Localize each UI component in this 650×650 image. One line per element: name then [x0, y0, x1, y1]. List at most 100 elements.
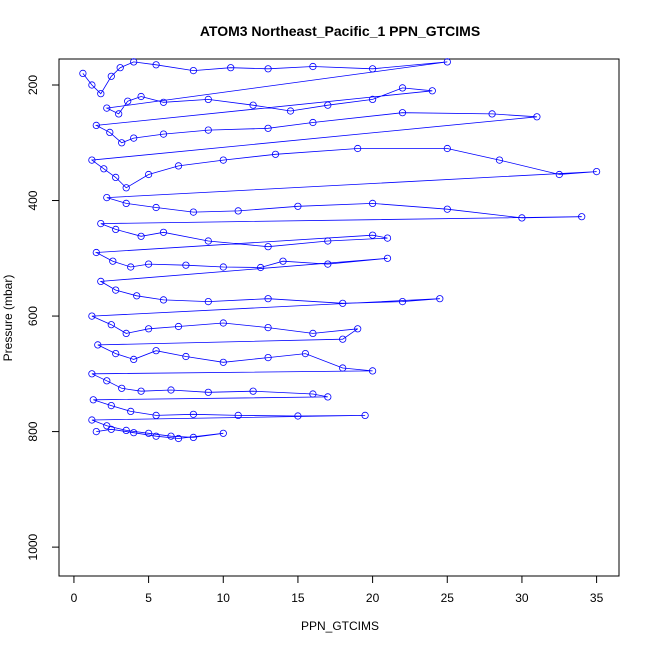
- data-point: [279, 257, 287, 265]
- data-point: [533, 113, 541, 121]
- data-point: [264, 65, 272, 73]
- data-point: [79, 69, 87, 78]
- data-point: [88, 312, 96, 320]
- data-point: [324, 237, 332, 245]
- data-point: [112, 286, 120, 294]
- data-point: [204, 237, 212, 245]
- data-point: [518, 214, 526, 222]
- y-tick-label: 600: [26, 306, 40, 326]
- data-point: [398, 109, 407, 117]
- data-point: [443, 58, 451, 66]
- data-point: [89, 396, 97, 404]
- data-point: [264, 243, 272, 251]
- data-point: [182, 261, 190, 269]
- data-point: [103, 422, 111, 430]
- data-point: [219, 429, 227, 437]
- data-point: [294, 202, 302, 210]
- data-point: [578, 213, 586, 221]
- data-marks: [79, 58, 601, 443]
- data-point: [115, 110, 123, 118]
- data-point: [249, 101, 257, 109]
- data-point: [271, 150, 280, 158]
- data-point: [189, 208, 197, 216]
- data-point: [97, 90, 105, 98]
- data-point: [354, 144, 362, 153]
- data-point: [204, 95, 212, 104]
- data-point: [137, 92, 145, 101]
- data-point: [103, 104, 111, 112]
- y-tick-label: 800: [26, 421, 40, 441]
- x-tick-label: 0: [71, 591, 78, 605]
- data-point: [174, 162, 183, 170]
- data-point: [309, 329, 317, 337]
- data-point: [174, 322, 183, 331]
- data-point: [309, 390, 317, 398]
- data-point: [88, 416, 96, 424]
- data-point: [219, 263, 227, 271]
- data-point: [204, 388, 212, 396]
- data-point: [92, 121, 100, 130]
- data-point: [109, 257, 117, 265]
- data-point: [92, 427, 100, 436]
- x-axis-label: PPN_GTCIMS: [301, 619, 379, 633]
- data-point: [107, 72, 115, 80]
- data-point: [309, 118, 317, 127]
- data-point: [145, 170, 153, 179]
- data-point: [127, 263, 135, 271]
- data-point: [428, 87, 436, 95]
- data-point: [555, 170, 563, 179]
- x-tick-label: 15: [291, 591, 305, 605]
- data-point: [112, 349, 120, 358]
- data-point: [592, 168, 601, 176]
- data-point: [130, 58, 138, 66]
- data-point: [152, 411, 160, 419]
- data-point: [174, 434, 183, 443]
- data-point: [443, 205, 451, 213]
- data-point: [234, 411, 242, 419]
- data-point: [159, 98, 168, 106]
- data-point: [159, 228, 168, 236]
- data-point: [130, 134, 138, 142]
- data-point: [88, 81, 96, 89]
- y-axis: 200 400 600 800 1000: [26, 75, 59, 560]
- data-point: [488, 110, 496, 118]
- data-point: [159, 130, 168, 138]
- data-point: [130, 355, 138, 363]
- data-point: [189, 67, 197, 75]
- y-axis-label: Pressure (mbar): [1, 275, 15, 362]
- data-point: [88, 370, 96, 378]
- data-point: [368, 199, 377, 207]
- data-point: [118, 139, 126, 147]
- data-point: [324, 393, 332, 401]
- data-point: [368, 367, 377, 375]
- data-point: [167, 386, 175, 394]
- data-point: [383, 234, 392, 242]
- data-point: [112, 225, 120, 233]
- data-point: [309, 62, 317, 71]
- chart-title: ATOM3 Northeast_Pacific_1 PPN_GTCIMS: [200, 23, 480, 39]
- x-tick-label: 20: [366, 591, 380, 605]
- data-point: [94, 341, 102, 349]
- data-point: [107, 401, 115, 410]
- data-point: [122, 199, 130, 207]
- data-point: [145, 260, 153, 268]
- data-point: [256, 263, 265, 272]
- y-tick-label: 1000: [26, 533, 40, 560]
- data-point: [97, 277, 105, 285]
- data-point: [112, 173, 120, 181]
- data-point: [383, 254, 392, 262]
- plot-frame: [58, 58, 620, 577]
- data-point: [495, 156, 504, 164]
- data-point: [103, 377, 111, 385]
- data-point: [234, 207, 242, 215]
- data-point: [106, 128, 114, 136]
- x-tick-label: 30: [515, 591, 529, 605]
- data-point: [122, 426, 130, 434]
- data-point: [145, 325, 153, 333]
- data-point: [152, 432, 160, 440]
- data-point: [107, 425, 115, 433]
- data-point: [264, 323, 272, 332]
- data-point: [124, 97, 132, 105]
- data-point: [368, 231, 377, 239]
- x-tick-label: 35: [590, 591, 604, 605]
